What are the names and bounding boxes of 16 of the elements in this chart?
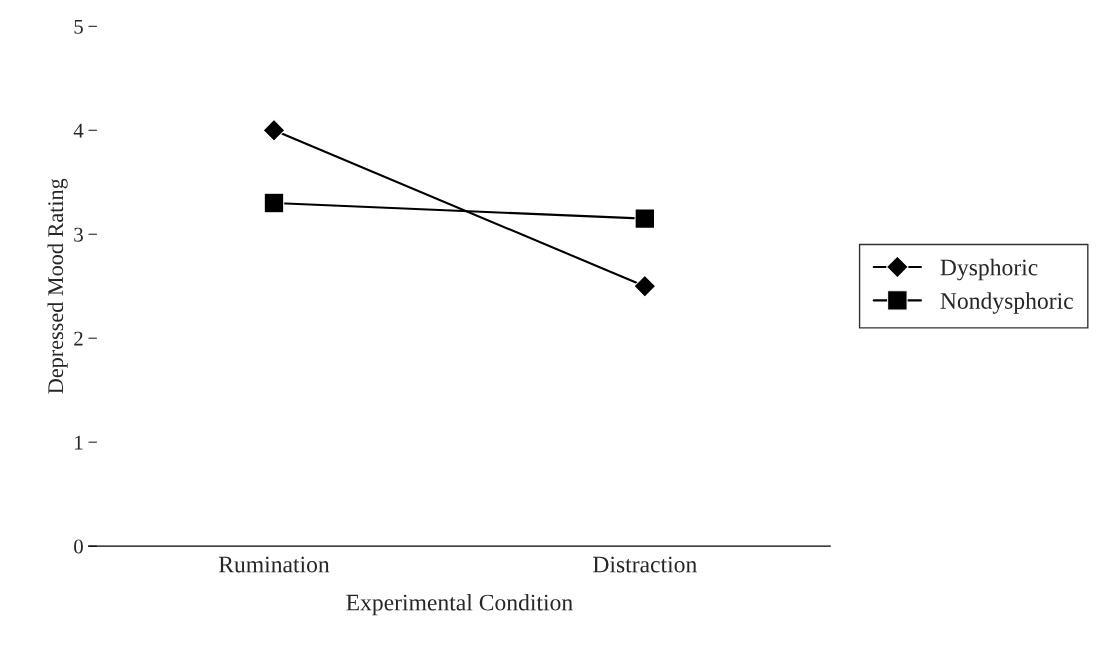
x-tick-label: Distraction: [593, 556, 697, 573]
y-tick-label: 5: [74, 19, 83, 34]
x-axis-title: Experimental Condition: [346, 593, 573, 616]
point: [263, 192, 285, 214]
y-tick-label: 2: [74, 331, 83, 346]
y-tick-label: 1: [75, 435, 83, 450]
x-tick-label: Rumination: [218, 556, 330, 573]
legend-label: Nondysphoric: [940, 292, 1073, 314]
point: [634, 208, 656, 229]
point: [633, 274, 657, 298]
y-tick-label: 4: [73, 123, 84, 138]
y-tick-label: 0: [74, 539, 83, 554]
y-axis-title: Depressed Mood Rating: [47, 178, 68, 394]
legend-label: Dysphoric: [940, 258, 1038, 281]
point: [262, 118, 286, 142]
y-tick-label: 3: [74, 227, 83, 242]
